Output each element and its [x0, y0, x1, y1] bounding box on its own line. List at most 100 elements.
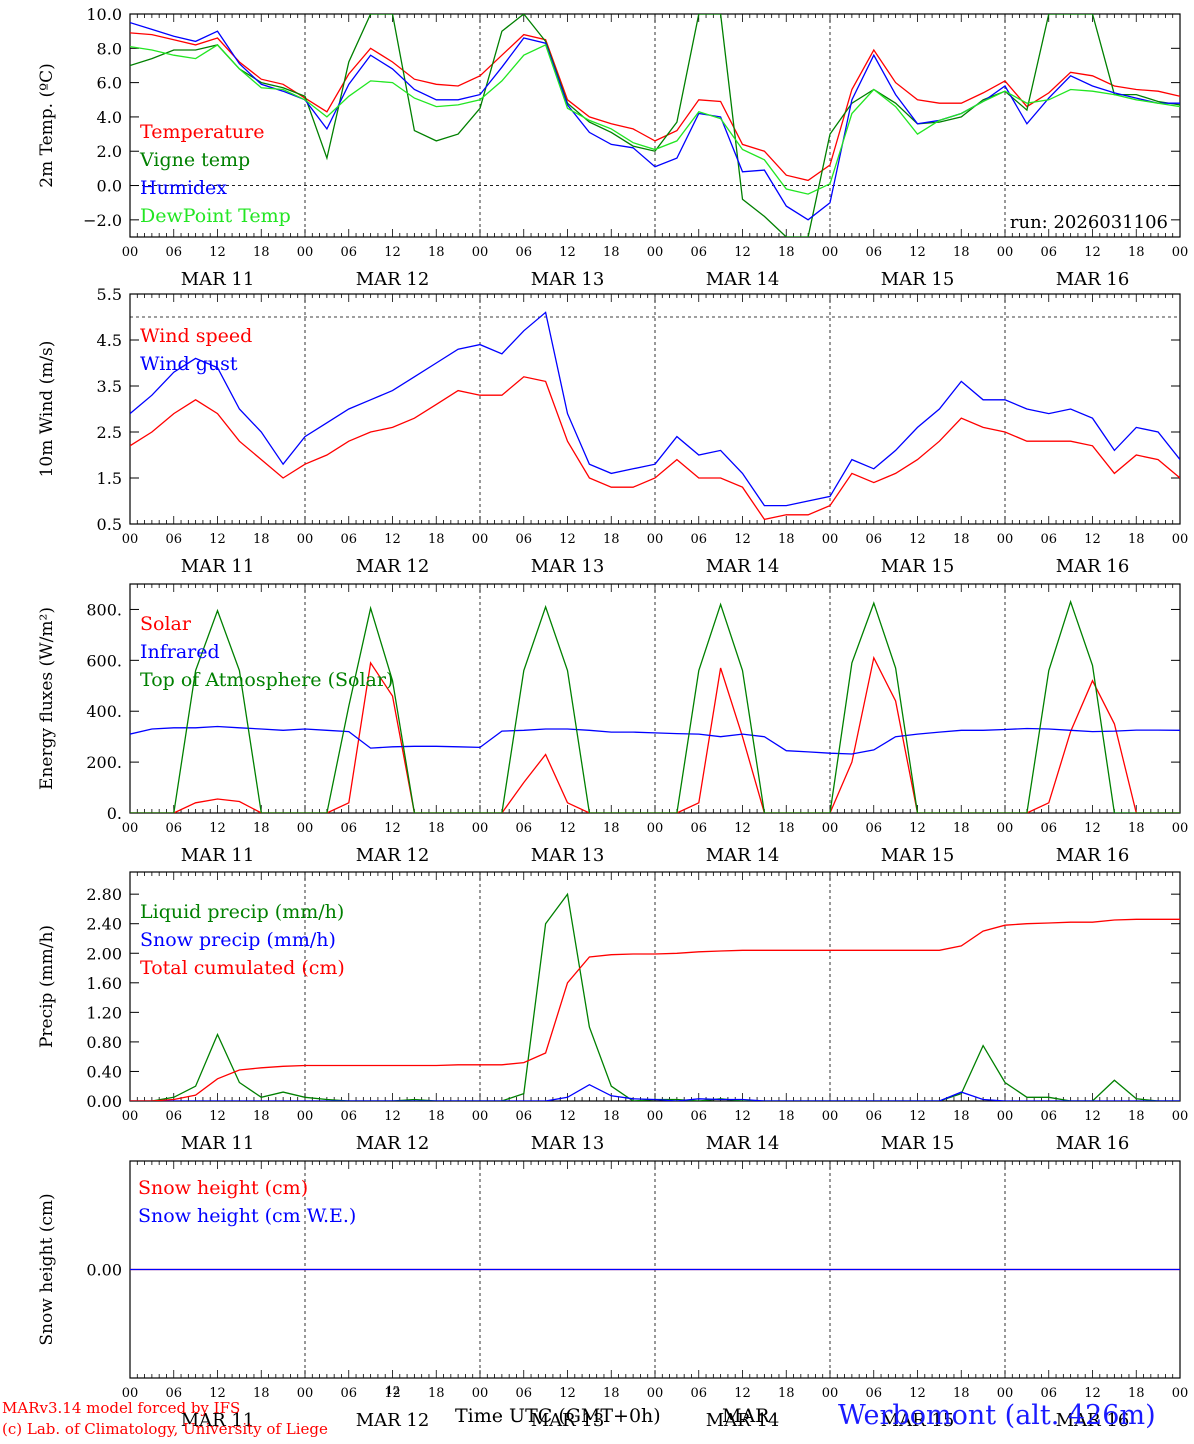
y-tick-label: 3.5: [97, 377, 122, 396]
x-tick-label: 06: [515, 532, 532, 547]
panel-temperature: 00 06 12 18 00 06 12 18 00 06 12 18 00 06 12 18 00 06 12 18…: [37, 5, 1188, 290]
x-tick-label: 00: [297, 821, 314, 836]
station-title: Werbomont (alt. 426m): [838, 1400, 1156, 1431]
x-tick-label: 00: [122, 245, 139, 260]
day-label: MAR 13: [531, 269, 605, 290]
y-axis-label: Snow height (cm): [37, 1193, 57, 1345]
legend-entry: Humidex: [140, 177, 227, 199]
day-label: MAR 16: [1056, 1410, 1130, 1431]
x-tick-label: 18: [1128, 1109, 1145, 1124]
x-tick-label: 18: [778, 821, 795, 836]
x-tick-label: 18: [953, 821, 970, 836]
series-line-vigne-temp: [130, 14, 1180, 237]
legend-entry: Vigne temp: [139, 149, 250, 171]
x-tick-label: 12: [734, 245, 751, 260]
x-tick-label: 00: [647, 245, 664, 260]
day-label: MAR 16: [1056, 269, 1130, 290]
day-label: MAR 14: [706, 1133, 780, 1154]
x-tick-label: 18: [1128, 821, 1145, 836]
lab-credit: (c) Lab. of Climatology, University of L…: [2, 1420, 328, 1438]
x-tick-label: 06: [340, 1109, 357, 1124]
x-tick-label: 00: [997, 532, 1014, 547]
panel-wind: 00 06 12 18 00 06 12 18 00 06 12 18 00 06 12 18 00 06 12 18…: [37, 285, 1188, 577]
x-tick-label: 00: [997, 821, 1014, 836]
x-tick-label: 12: [909, 1386, 926, 1401]
x-tick-label: 06: [1040, 1109, 1057, 1124]
legend-entry: Wind gust: [140, 353, 238, 375]
day-label: MAR 14: [706, 556, 780, 577]
day-label: MAR 13: [531, 845, 605, 866]
x-tick-label: 06: [515, 245, 532, 260]
x-tick-label: 06: [690, 1109, 707, 1124]
y-tick-label: 2.5: [97, 423, 122, 442]
legend-entry: Top of Atmosphere (Solar): [140, 669, 393, 691]
x-tick-label: 12: [559, 1386, 576, 1401]
x-tick-label: 12: [559, 1109, 576, 1124]
x-tick-label: 12: [209, 821, 226, 836]
x-tick-label: 00: [647, 532, 664, 547]
day-label: MAR 15: [881, 269, 955, 290]
x-tick-label: 06: [865, 1109, 882, 1124]
y-tick-label: 600.: [86, 651, 122, 670]
day-label: MAR 14: [706, 845, 780, 866]
y-tick-label: 10.0: [86, 5, 122, 24]
day-label: MAR 11: [181, 556, 255, 577]
plot-frame: [129, 13, 1181, 238]
legend-entry: Wind speed: [140, 325, 252, 347]
y-tick-label: 2.0: [97, 142, 122, 161]
day-label: MAR 16: [1056, 845, 1130, 866]
day-label: MAR 12: [356, 269, 430, 290]
x-tick-label: 12: [909, 1109, 926, 1124]
x-tick-label: 06: [340, 821, 357, 836]
x-tick-label: 18: [428, 532, 445, 547]
x-tick-label: 00: [1172, 245, 1189, 260]
x-tick-label: 12: [1084, 245, 1101, 260]
x-tick-label: 18: [778, 1109, 795, 1124]
y-tick-label: 1.5: [97, 469, 122, 488]
x-tick-label: 00: [472, 532, 489, 547]
x-tick-label: 06: [165, 821, 182, 836]
panel-precip: 00 06 12 18 00 06 12 18 00 06 12 18 00 06 12 18 00 06 12 18…: [37, 871, 1188, 1154]
x-tick-label: 00: [1172, 1386, 1189, 1401]
y-tick-label: 0.00: [86, 1092, 122, 1111]
day-label: MAR 12: [356, 1410, 430, 1431]
y-tick-label: 0.: [107, 804, 122, 823]
x-tick-label: 06: [865, 245, 882, 260]
x-tick-label: 06: [865, 532, 882, 547]
x-tick-label: 00: [822, 821, 839, 836]
series-line-infrared: [130, 725, 1180, 755]
y-tick-label: 0.40: [86, 1062, 122, 1081]
x-tick-label: 12: [384, 1386, 401, 1401]
x-tick-label: 00: [822, 245, 839, 260]
day-label: MAR 13: [531, 1133, 605, 1154]
x-tick-label: 18: [253, 1109, 270, 1124]
run-label: run: 2026031106: [1010, 212, 1168, 233]
legend-entry: Liquid precip (mm/h): [140, 901, 344, 923]
x-tick-label: 00: [297, 532, 314, 547]
x-tick-label: 00: [822, 1386, 839, 1401]
x-tick-label: 18: [603, 821, 620, 836]
series-line-total-cumulated-cm-: [130, 918, 1180, 1101]
y-tick-label: 2.80: [86, 885, 122, 904]
x-tick-label: 12: [384, 532, 401, 547]
x-tick-label: 12: [559, 532, 576, 547]
legend-entry: Total cumulated (cm): [140, 957, 345, 979]
x-tick-label: 00: [647, 1386, 664, 1401]
x-tick-label: 06: [165, 1109, 182, 1124]
series-line-snow-precip-mm-h-: [130, 1083, 1180, 1101]
x-tick-label: 12: [1084, 532, 1101, 547]
day-label: MAR 15: [881, 1133, 955, 1154]
x-tick-label: 18: [603, 245, 620, 260]
x-tick-label: 12: [1084, 1386, 1101, 1401]
x-tick-label: 00: [1172, 821, 1189, 836]
x-tick-label: 12: [209, 532, 226, 547]
x-tick-label: 00: [122, 1386, 139, 1401]
x-tick-label: 00: [297, 1109, 314, 1124]
x-tick-label: 18: [253, 1386, 270, 1401]
legend-entry: Infrared: [140, 641, 220, 663]
day-label: MAR 15: [881, 556, 955, 577]
legend-entry: Temperature: [140, 121, 264, 143]
x-tick-label: 00: [472, 245, 489, 260]
